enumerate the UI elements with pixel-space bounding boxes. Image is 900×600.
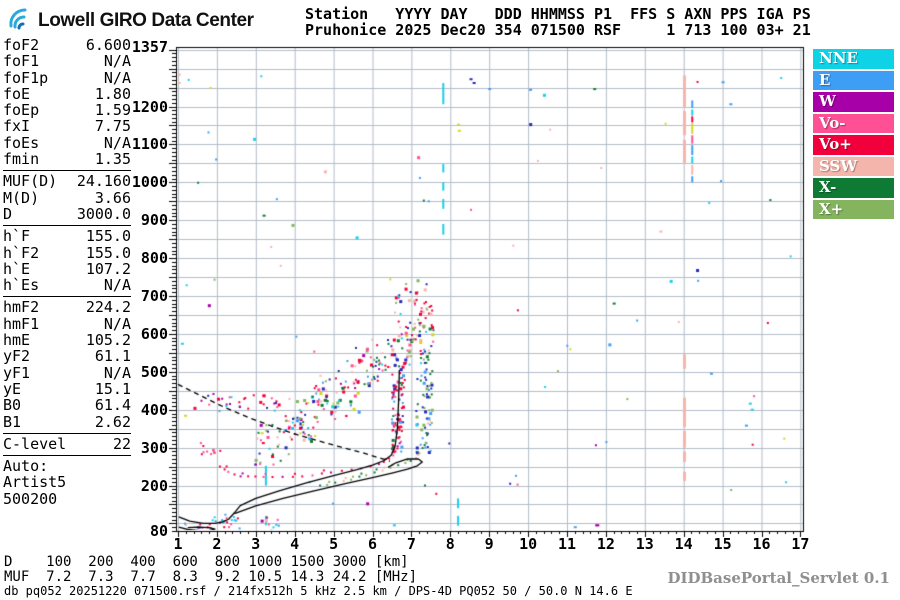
x-tick-label-15: 15 [713, 535, 732, 553]
y-tick-label-500: 500 [140, 362, 168, 381]
d-row: D 100 200 400 600 800 1000 1500 3000 [km… [4, 554, 409, 570]
y-tick-label-800: 800 [140, 249, 168, 268]
x-tick-label-3: 3 [251, 535, 261, 553]
x-tick-label-2: 2 [212, 535, 222, 553]
x-tick-label-4: 4 [290, 535, 300, 553]
y-tick-label-200: 200 [140, 476, 168, 495]
y-tick-label-80: 80 [149, 522, 168, 540]
y-tick-label-400: 400 [140, 400, 168, 419]
x-tick-label-12: 12 [596, 535, 615, 553]
muf-row: MUF 7.2 7.3 7.7 8.3 9.2 10.5 14.3 24.2 [… [4, 568, 418, 585]
x-tick-label-13: 13 [635, 535, 654, 553]
status-line: db pq052 20251220 071500.rsf / 214fx512h… [4, 584, 633, 598]
x-tick-label-8: 8 [445, 535, 455, 553]
y-tick-label-1100: 1100 [131, 135, 168, 154]
y-tick-label-1357: 1357 [131, 38, 168, 56]
x-tick-label-17: 17 [791, 535, 810, 553]
y-tick-label-1000: 1000 [131, 173, 168, 192]
y-tick-label-600: 600 [140, 324, 168, 343]
muf-distance-table: D 100 200 400 600 800 1000 1500 3000 [km… [4, 555, 417, 584]
x-tick-label-10: 10 [519, 535, 538, 553]
y-tick-label-300: 300 [140, 438, 168, 457]
x-tick-label-7: 7 [406, 535, 416, 553]
x-tick-label-14: 14 [674, 535, 693, 553]
x-tick-label-6: 6 [367, 535, 378, 553]
y-tick-label-700: 700 [140, 287, 168, 305]
x-tick-label-1: 1 [173, 535, 183, 553]
x-tick-label-5: 5 [329, 535, 339, 553]
x-tick-label-9: 9 [484, 535, 494, 553]
servlet-version-label: DIDBasePortal_Servlet 0.1 [667, 569, 890, 587]
x-tick-label-16: 16 [752, 535, 771, 553]
y-tick-label-1200: 1200 [131, 97, 168, 116]
x-tick-label-11: 11 [557, 535, 577, 553]
y-tick-label-900: 900 [140, 211, 168, 230]
